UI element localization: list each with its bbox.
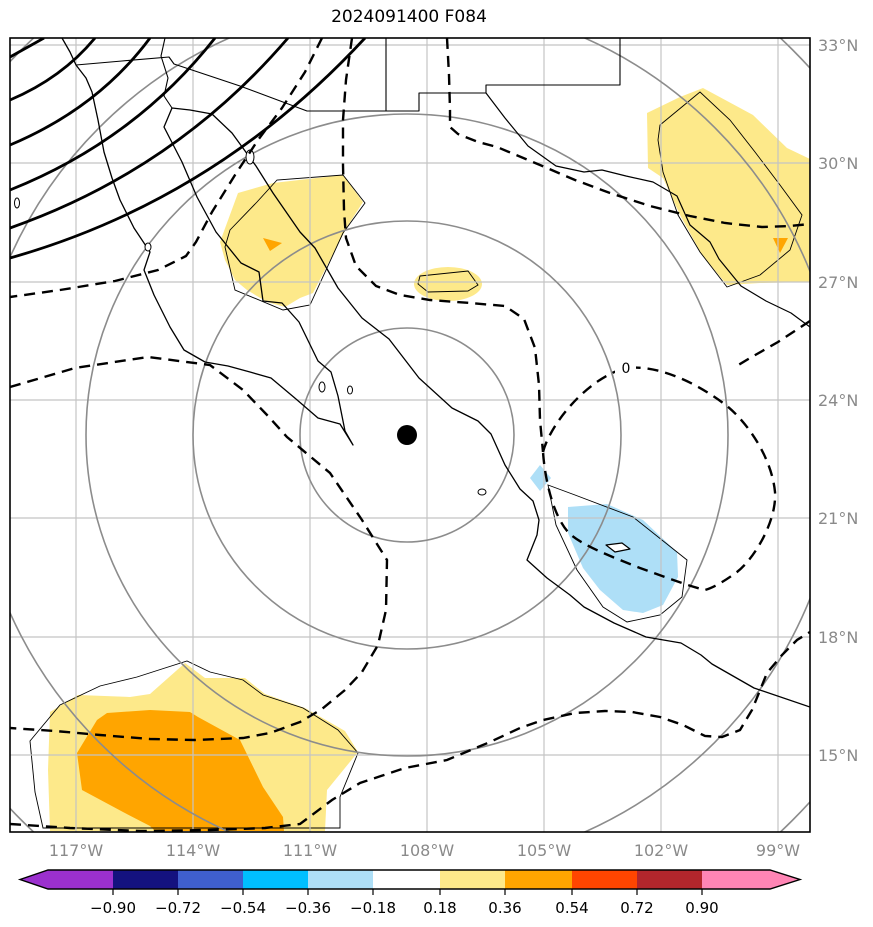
dashed-contour-nw (10, 38, 324, 299)
cbar-tick-label: −0.18 (350, 899, 396, 917)
dashed-contour-south (10, 630, 810, 832)
figure-title: 2024091400 F084 (331, 7, 487, 27)
shaded-region-ne-orange-spot (773, 238, 788, 253)
lon-label: 105°W (517, 841, 572, 860)
lon-label: 111°W (283, 841, 338, 860)
colorbar-outline (17, 869, 803, 890)
cbar-tick-label: 0.36 (488, 899, 521, 917)
cbar-tick-label: −0.72 (155, 899, 201, 917)
lat-label: 21°N (818, 509, 858, 528)
lon-label: 108°W (400, 841, 455, 860)
dashed-contours (10, 38, 810, 832)
shaded-region-baja-yellow (220, 175, 363, 307)
dashed-contour-baja (341, 38, 545, 453)
shaded-regions (48, 88, 810, 831)
map-frame (9, 37, 811, 833)
contour-label-mask (615, 357, 636, 377)
contour-zero-label: 0 (622, 361, 631, 377)
lat-label: 24°N (818, 391, 858, 410)
contour-zero-label-group: 0 (615, 357, 636, 377)
cbar-tick-label: 0.18 (423, 899, 456, 917)
longitude-axis-labels: 117°W 114°W 111°W 108°W 105°W 102°W 99°W (49, 841, 800, 860)
river-rio-grande (485, 92, 810, 328)
lon-label: 102°W (634, 841, 689, 860)
shaded-region-ne-yellow (647, 88, 810, 285)
colorbar-ticks (112, 889, 703, 895)
storm-center-dot (397, 425, 417, 445)
river-colorado (160, 38, 173, 109)
lake-chapala (605, 542, 631, 553)
cbar-tick-label: −0.54 (220, 899, 266, 917)
lon-label: 117°W (49, 841, 104, 860)
colorbar: −0.90 −0.72 −0.54 −0.36 −0.18 0.18 0.36 … (17, 869, 803, 917)
cbar-tick-label: 0.72 (620, 899, 653, 917)
dashed-contour-right-edge (734, 319, 810, 369)
cbar-tick-label: 0.90 (685, 899, 718, 917)
solid-contours (10, 38, 367, 260)
contour-outlines (29, 91, 803, 829)
coastline-baja-mainland (61, 38, 810, 708)
shaded-region-blue-diamond (530, 465, 551, 491)
latitude-axis-labels: 33°N 30°N 27°N 24°N 21°N 18°N 15°N (818, 36, 858, 765)
lon-label: 99°W (756, 841, 800, 860)
lat-label: 33°N (818, 36, 858, 55)
colorbar-segments (20, 870, 800, 889)
cbar-tick-label: −0.90 (90, 899, 136, 917)
colorbar-tick-labels: −0.90 −0.72 −0.54 −0.36 −0.18 0.18 0.36 … (90, 899, 719, 917)
coastlines (14, 38, 810, 708)
lat-label: 18°N (818, 628, 858, 647)
cbar-tick-label: −0.36 (285, 899, 331, 917)
shaded-region-sw-orange (77, 710, 284, 831)
lat-label: 27°N (818, 273, 858, 292)
lat-label: 15°N (818, 746, 858, 765)
shaded-region-small-oval (414, 267, 482, 301)
islands (14, 149, 487, 496)
cbar-tick-label: 0.54 (555, 899, 588, 917)
colorbar-left-arrow (20, 870, 48, 889)
shaded-region-baja-orange-spot (263, 238, 282, 251)
colorbar-right-arrow (770, 870, 800, 889)
lon-label: 114°W (166, 841, 221, 860)
dashed-contour-ne (445, 38, 810, 229)
dashed-contour-closed-loop (541, 366, 777, 592)
lat-label: 30°N (818, 154, 858, 173)
